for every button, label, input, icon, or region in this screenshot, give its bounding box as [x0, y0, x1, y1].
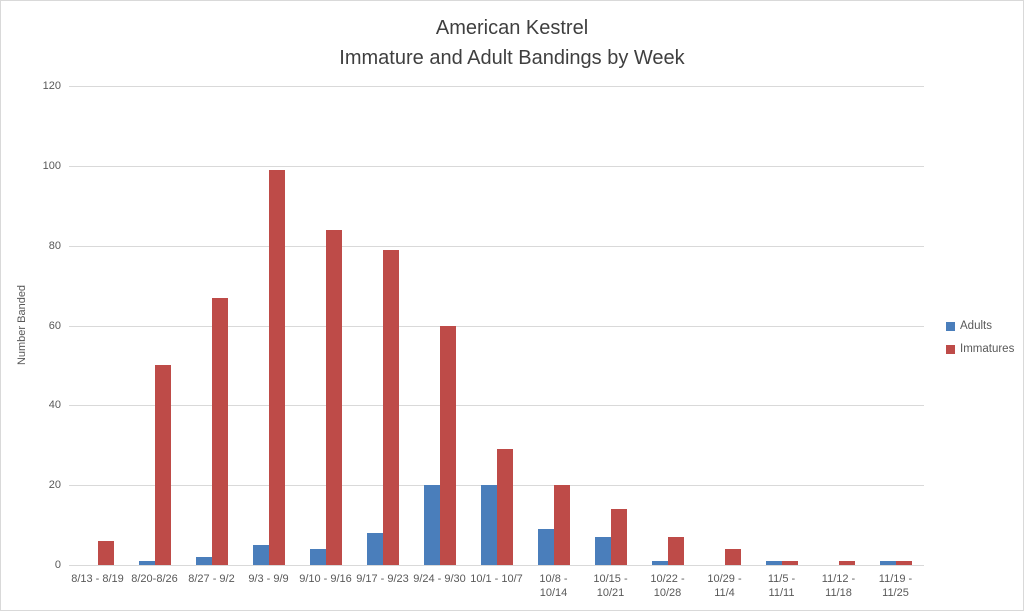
bar-immatures	[496, 449, 513, 565]
bar-group	[126, 86, 183, 565]
bar-group	[297, 86, 354, 565]
bar-immatures	[268, 169, 285, 565]
bar-group	[867, 86, 924, 565]
bar-group	[354, 86, 411, 565]
bar-adults	[138, 561, 155, 565]
x-axis-label: 8/20-8/26	[131, 573, 178, 585]
bar-group	[696, 86, 753, 565]
x-axis-label: 11/12 - 11/18	[821, 573, 856, 599]
bar-group	[525, 86, 582, 565]
y-tick-label-120: 120	[42, 80, 61, 92]
x-axis-label: 9/10 - 9/16	[299, 573, 352, 585]
x-axis-label: 11/19 - 11/25	[878, 573, 913, 599]
bar-adults	[195, 557, 212, 565]
bar-adults	[309, 549, 326, 565]
bar-immatures	[610, 509, 627, 565]
chart-subtitle: Immature and Adult Bandings by Week	[339, 47, 685, 69]
x-axis-label: 10/29 - 11/4	[707, 573, 742, 599]
bar-adults	[879, 561, 896, 565]
bar-immatures	[325, 229, 342, 565]
x-axis-label: 11/5 - 11/11	[767, 573, 796, 599]
y-tick-label-40: 40	[48, 399, 61, 412]
bar-adults	[423, 485, 440, 565]
x-axis-label: 10/22 - 10/28	[650, 573, 685, 599]
legend-swatch-icon	[946, 321, 955, 331]
legend-item-adults: Adults	[946, 320, 1014, 332]
gridline-80	[69, 245, 924, 247]
bar-group	[468, 86, 525, 565]
x-axis-label: 8/13 - 8/19	[71, 573, 124, 585]
x-axis-label: 10/1 - 10/7	[470, 573, 523, 585]
bar-group	[582, 86, 639, 565]
y-tick-label-100: 100	[42, 159, 61, 172]
bar-immatures	[781, 561, 798, 565]
bar-adults	[252, 545, 269, 565]
legend-label: Adults	[960, 320, 992, 332]
bar-group	[240, 86, 297, 565]
x-axis-label: 10/8 - 10/14	[539, 573, 568, 599]
bar-immatures	[382, 249, 399, 565]
x-axis-label: 9/24 - 9/30	[413, 573, 466, 585]
legend: Adults Immatures	[946, 320, 1014, 366]
y-tick-label-20: 20	[48, 479, 61, 492]
chart-title: American Kestrel	[435, 17, 589, 39]
bar-immatures	[553, 485, 570, 565]
plot-area: 0 20 40 60 80 100 120	[43, 80, 924, 571]
x-axis-label: 9/17 - 9/23	[356, 573, 409, 585]
y-tick-label-80: 80	[48, 239, 61, 252]
bar-immatures	[667, 537, 684, 565]
x-axis-label: 9/3 - 9/9	[248, 573, 289, 585]
x-axis-labels: 8/13 - 8/19 8/20-8/26 8/27 - 9/2 9/3 - 9/9 9…	[69, 572, 924, 600]
bar-immatures	[97, 541, 114, 565]
gridline-120	[69, 86, 924, 87]
bar-groups-layer	[69, 86, 924, 565]
chart-title-block: American Kestrel Immature and Adult Band…	[1, 13, 1023, 73]
bar-group	[183, 86, 240, 565]
gridline-60	[69, 325, 924, 327]
legend-item-immatures: Immatures	[946, 343, 1014, 355]
bar-group	[753, 86, 810, 565]
y-tick-label-60: 60	[48, 319, 61, 332]
gridline-0	[69, 565, 924, 566]
bar-adults	[480, 485, 497, 565]
bar-adults	[366, 533, 383, 565]
legend-label: Immatures	[960, 343, 1015, 355]
bar-adults	[765, 561, 782, 565]
x-axis-label: 10/15 - 10/21	[593, 573, 628, 599]
gridline-100	[69, 165, 924, 167]
bar-immatures	[895, 561, 912, 565]
bar-group	[411, 86, 468, 565]
x-axis-label: 8/27 - 9/2	[188, 573, 235, 585]
bar-immatures	[838, 561, 855, 565]
gridline-40	[69, 405, 924, 407]
y-tick-label-0: 0	[54, 559, 61, 571]
legend-swatch-icon	[946, 344, 955, 354]
bar-group	[69, 86, 126, 565]
bar-adults	[537, 529, 554, 565]
bar-adults	[594, 537, 611, 565]
bar-immatures	[439, 325, 456, 565]
bar-immatures	[154, 365, 171, 565]
bar-immatures	[724, 549, 741, 565]
bar-group	[810, 86, 867, 565]
bar-group	[639, 86, 696, 565]
bar-adults	[651, 561, 668, 565]
bar-immatures	[211, 297, 228, 565]
